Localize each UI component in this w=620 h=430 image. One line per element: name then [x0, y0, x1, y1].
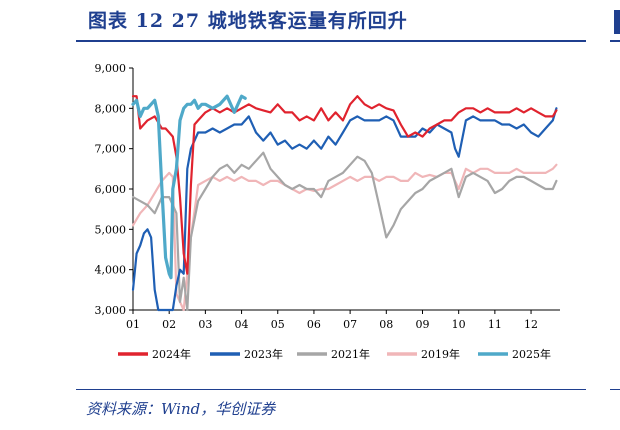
- page-title: 图表 12 27 城地铁客运量有所回升: [88, 10, 408, 32]
- legend-label: 2024年: [152, 347, 191, 361]
- y-tick-label: 6,000: [95, 183, 127, 196]
- x-tick-label: 09: [415, 318, 429, 331]
- x-tick-label: 01: [126, 318, 140, 331]
- series-line: [131, 94, 247, 280]
- line-chart: 3,000 4,000 5,000 6,000 7,000 8,000 9,000 01 02 0…: [95, 62, 560, 361]
- y-tick-label: 9,000: [95, 62, 127, 75]
- source-note: 资料来源：Wind，华创证券: [86, 400, 276, 418]
- x-tick-label: 10: [452, 318, 466, 331]
- legend-label: 2025年: [512, 347, 551, 361]
- series-line: [131, 95, 558, 275]
- edge-marker: [614, 10, 620, 34]
- x-tick-label: 04: [235, 318, 249, 331]
- x-tick-label: 11: [488, 318, 502, 331]
- x-tick-label: 06: [307, 318, 321, 331]
- x-tick-label: 03: [198, 318, 212, 331]
- y-tick-label: 5,000: [95, 223, 127, 236]
- x-tick-label: 05: [271, 318, 285, 331]
- y-tick-label: 7,000: [95, 143, 127, 156]
- edge-divider: [610, 40, 620, 42]
- edge-divider-bottom: [610, 389, 620, 390]
- y-tick-label: 3,000: [95, 304, 127, 317]
- series-line: [131, 151, 558, 312]
- x-tick-label: 08: [379, 318, 393, 331]
- legend-label: 2023年: [244, 347, 283, 361]
- series-line: [131, 163, 558, 312]
- y-tick-label: 8,000: [95, 102, 127, 115]
- series-line: [131, 107, 558, 312]
- x-tick-label: 02: [162, 318, 176, 331]
- source-divider: [76, 389, 586, 390]
- legend-label: 2021年: [331, 347, 370, 361]
- title-divider: [76, 40, 586, 42]
- legend-label: 2019年: [421, 347, 460, 361]
- y-tick-label: 4,000: [95, 264, 127, 277]
- x-tick-label: 12: [524, 318, 538, 331]
- x-tick-label: 07: [343, 318, 357, 331]
